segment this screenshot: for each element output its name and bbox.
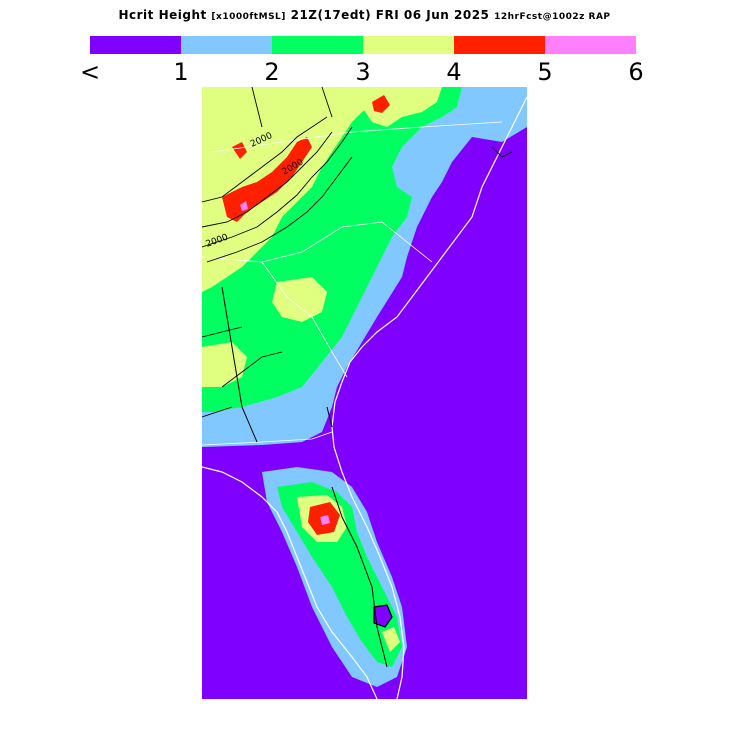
coastline-east (331, 96, 527, 699)
field-3-4k-north (202, 87, 382, 292)
legend-tick-label: 5 (537, 58, 553, 86)
contour-2 (202, 131, 333, 228)
contour-6 (321, 87, 333, 118)
legend-swatch (545, 36, 636, 54)
border-ga-se (326, 406, 333, 428)
legend-swatch (181, 36, 272, 54)
contour-5 (251, 87, 263, 128)
border-fl-interior (331, 486, 388, 668)
contour-8 (221, 351, 283, 388)
legend-tick-label: 1 (173, 58, 189, 86)
state-borders (202, 121, 503, 446)
border-ga-fl (202, 431, 333, 446)
map-panel: 2000 2000 2000 (202, 87, 527, 699)
legend-tick-label: 4 (446, 58, 462, 86)
lake-okeechobee (373, 604, 393, 628)
contour-1 (202, 116, 328, 203)
coastline-florida-west (202, 466, 378, 699)
legend-tick-label: 2 (264, 58, 280, 86)
contour-3 (202, 126, 353, 248)
title-forecast: 12hrFcst@1002z RAP (494, 12, 611, 22)
field-3-4k-florida-south (382, 627, 400, 652)
field-3-4k-mid (272, 277, 327, 322)
terrain-contours (202, 87, 353, 418)
title-valid-time: 21Z(17edt) FRI 06 Jun 2025 (290, 8, 490, 22)
legend-ticks: <1 2 3 4 5 6 (0, 58, 729, 88)
field-3-4k-ne (352, 87, 442, 127)
border-nc-va (211, 121, 503, 153)
border-al-ga (221, 286, 258, 443)
field-4-5k-small (232, 142, 247, 159)
title-main: Hcrit Height (118, 8, 207, 22)
contour-4 (206, 156, 353, 263)
legend-swatch (272, 36, 363, 54)
title-units: [x1000ftMSL] (211, 12, 286, 22)
chart-title: Hcrit Height [x1000ftMSL] 21Z(17edt) FRI… (0, 8, 729, 22)
legend-tick-label: < (79, 58, 101, 86)
border-ga-sc (261, 261, 348, 378)
border-nc-coastal (491, 146, 513, 158)
field-5-6k-appalachian (240, 201, 248, 211)
border-tn (202, 256, 263, 263)
color-legend (90, 36, 636, 54)
field-4-5k-appalachian (222, 137, 312, 222)
legend-swatch (90, 36, 181, 54)
black-borders (221, 146, 513, 668)
field-4-5k-north-spot (372, 95, 390, 113)
contour-9 (202, 406, 233, 418)
field-3-4k-west (202, 342, 247, 387)
legend-swatch (454, 36, 545, 54)
legend-tick-label: 3 (355, 58, 371, 86)
legend-tick-label: 6 (628, 58, 644, 86)
legend-swatch (363, 36, 454, 54)
contour-7 (202, 326, 243, 338)
border-nc-sc (261, 221, 433, 263)
field-5-6k-florida (320, 515, 330, 525)
